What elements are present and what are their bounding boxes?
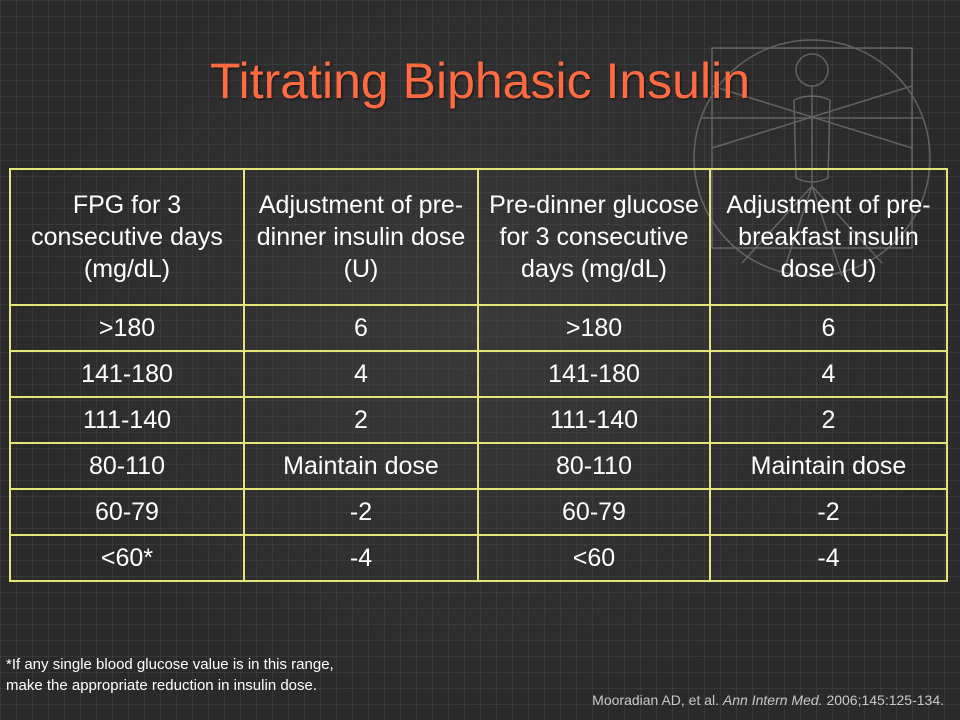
table-row: 141-180 4 141-180 4 [9, 350, 948, 398]
table-cell: 80-110 [477, 442, 711, 490]
citation: Mooradian AD, et al. Ann Intern Med. 200… [592, 692, 944, 708]
table-row: 60-79 -2 60-79 -2 [9, 488, 948, 536]
table-cell: 4 [709, 350, 948, 398]
header-fpg: FPG for 3 consecutive days (mg/dL) [9, 168, 245, 306]
table-row: 111-140 2 111-140 2 [9, 396, 948, 444]
table-cell: 6 [243, 304, 479, 352]
table-cell: 6 [709, 304, 948, 352]
table-cell: 60-79 [9, 488, 245, 536]
table-cell: -2 [243, 488, 479, 536]
table-row: >180 6 >180 6 [9, 304, 948, 352]
citation-journal: Ann Intern Med. [722, 692, 823, 708]
table-cell: 80-110 [9, 442, 245, 490]
header-pre-breakfast-adjustment: Adjustment of pre-breakfast insulin dose… [709, 168, 948, 306]
table-cell: 2 [243, 396, 479, 444]
table-cell: 4 [243, 350, 479, 398]
table-row: 80-110 Maintain dose 80-110 Maintain dos… [9, 442, 948, 490]
table-cell: -2 [709, 488, 948, 536]
table-cell: 111-140 [477, 396, 711, 444]
table-cell: 2 [709, 396, 948, 444]
table-cell: -4 [709, 534, 948, 582]
table-cell: Maintain dose [243, 442, 479, 490]
citation-authors: Mooradian AD, et al. [592, 692, 720, 708]
table-cell: >180 [477, 304, 711, 352]
table-cell: >180 [9, 304, 245, 352]
header-pre-dinner-adjustment: Adjustment of pre-dinner insulin dose (U… [243, 168, 479, 306]
table-cell: 141-180 [477, 350, 711, 398]
table-cell: -4 [243, 534, 479, 582]
table-cell: 111-140 [9, 396, 245, 444]
table-header-row: FPG for 3 consecutive days (mg/dL) Adjus… [9, 168, 948, 306]
table-cell: 60-79 [477, 488, 711, 536]
slide-title: Titrating Biphasic Insulin [209, 53, 751, 109]
footnote: *If any single blood glucose value is in… [6, 654, 334, 696]
insulin-titration-table: FPG for 3 consecutive days (mg/dL) Adjus… [9, 168, 948, 582]
footnote-line-2: make the appropriate reduction in insuli… [6, 677, 318, 694]
table-cell: 141-180 [9, 350, 245, 398]
table-cell: <60* [9, 534, 245, 582]
table-cell: <60 [477, 534, 711, 582]
table-cell: Maintain dose [709, 442, 948, 490]
table-row: <60* -4 <60 -4 [9, 534, 948, 582]
header-pre-dinner-glucose: Pre-dinner glucose for 3 consecutive day… [477, 168, 711, 306]
footnote-line-1: *If any single blood glucose value is in… [6, 656, 334, 673]
citation-details: 2006;145:125-134. [826, 692, 944, 708]
